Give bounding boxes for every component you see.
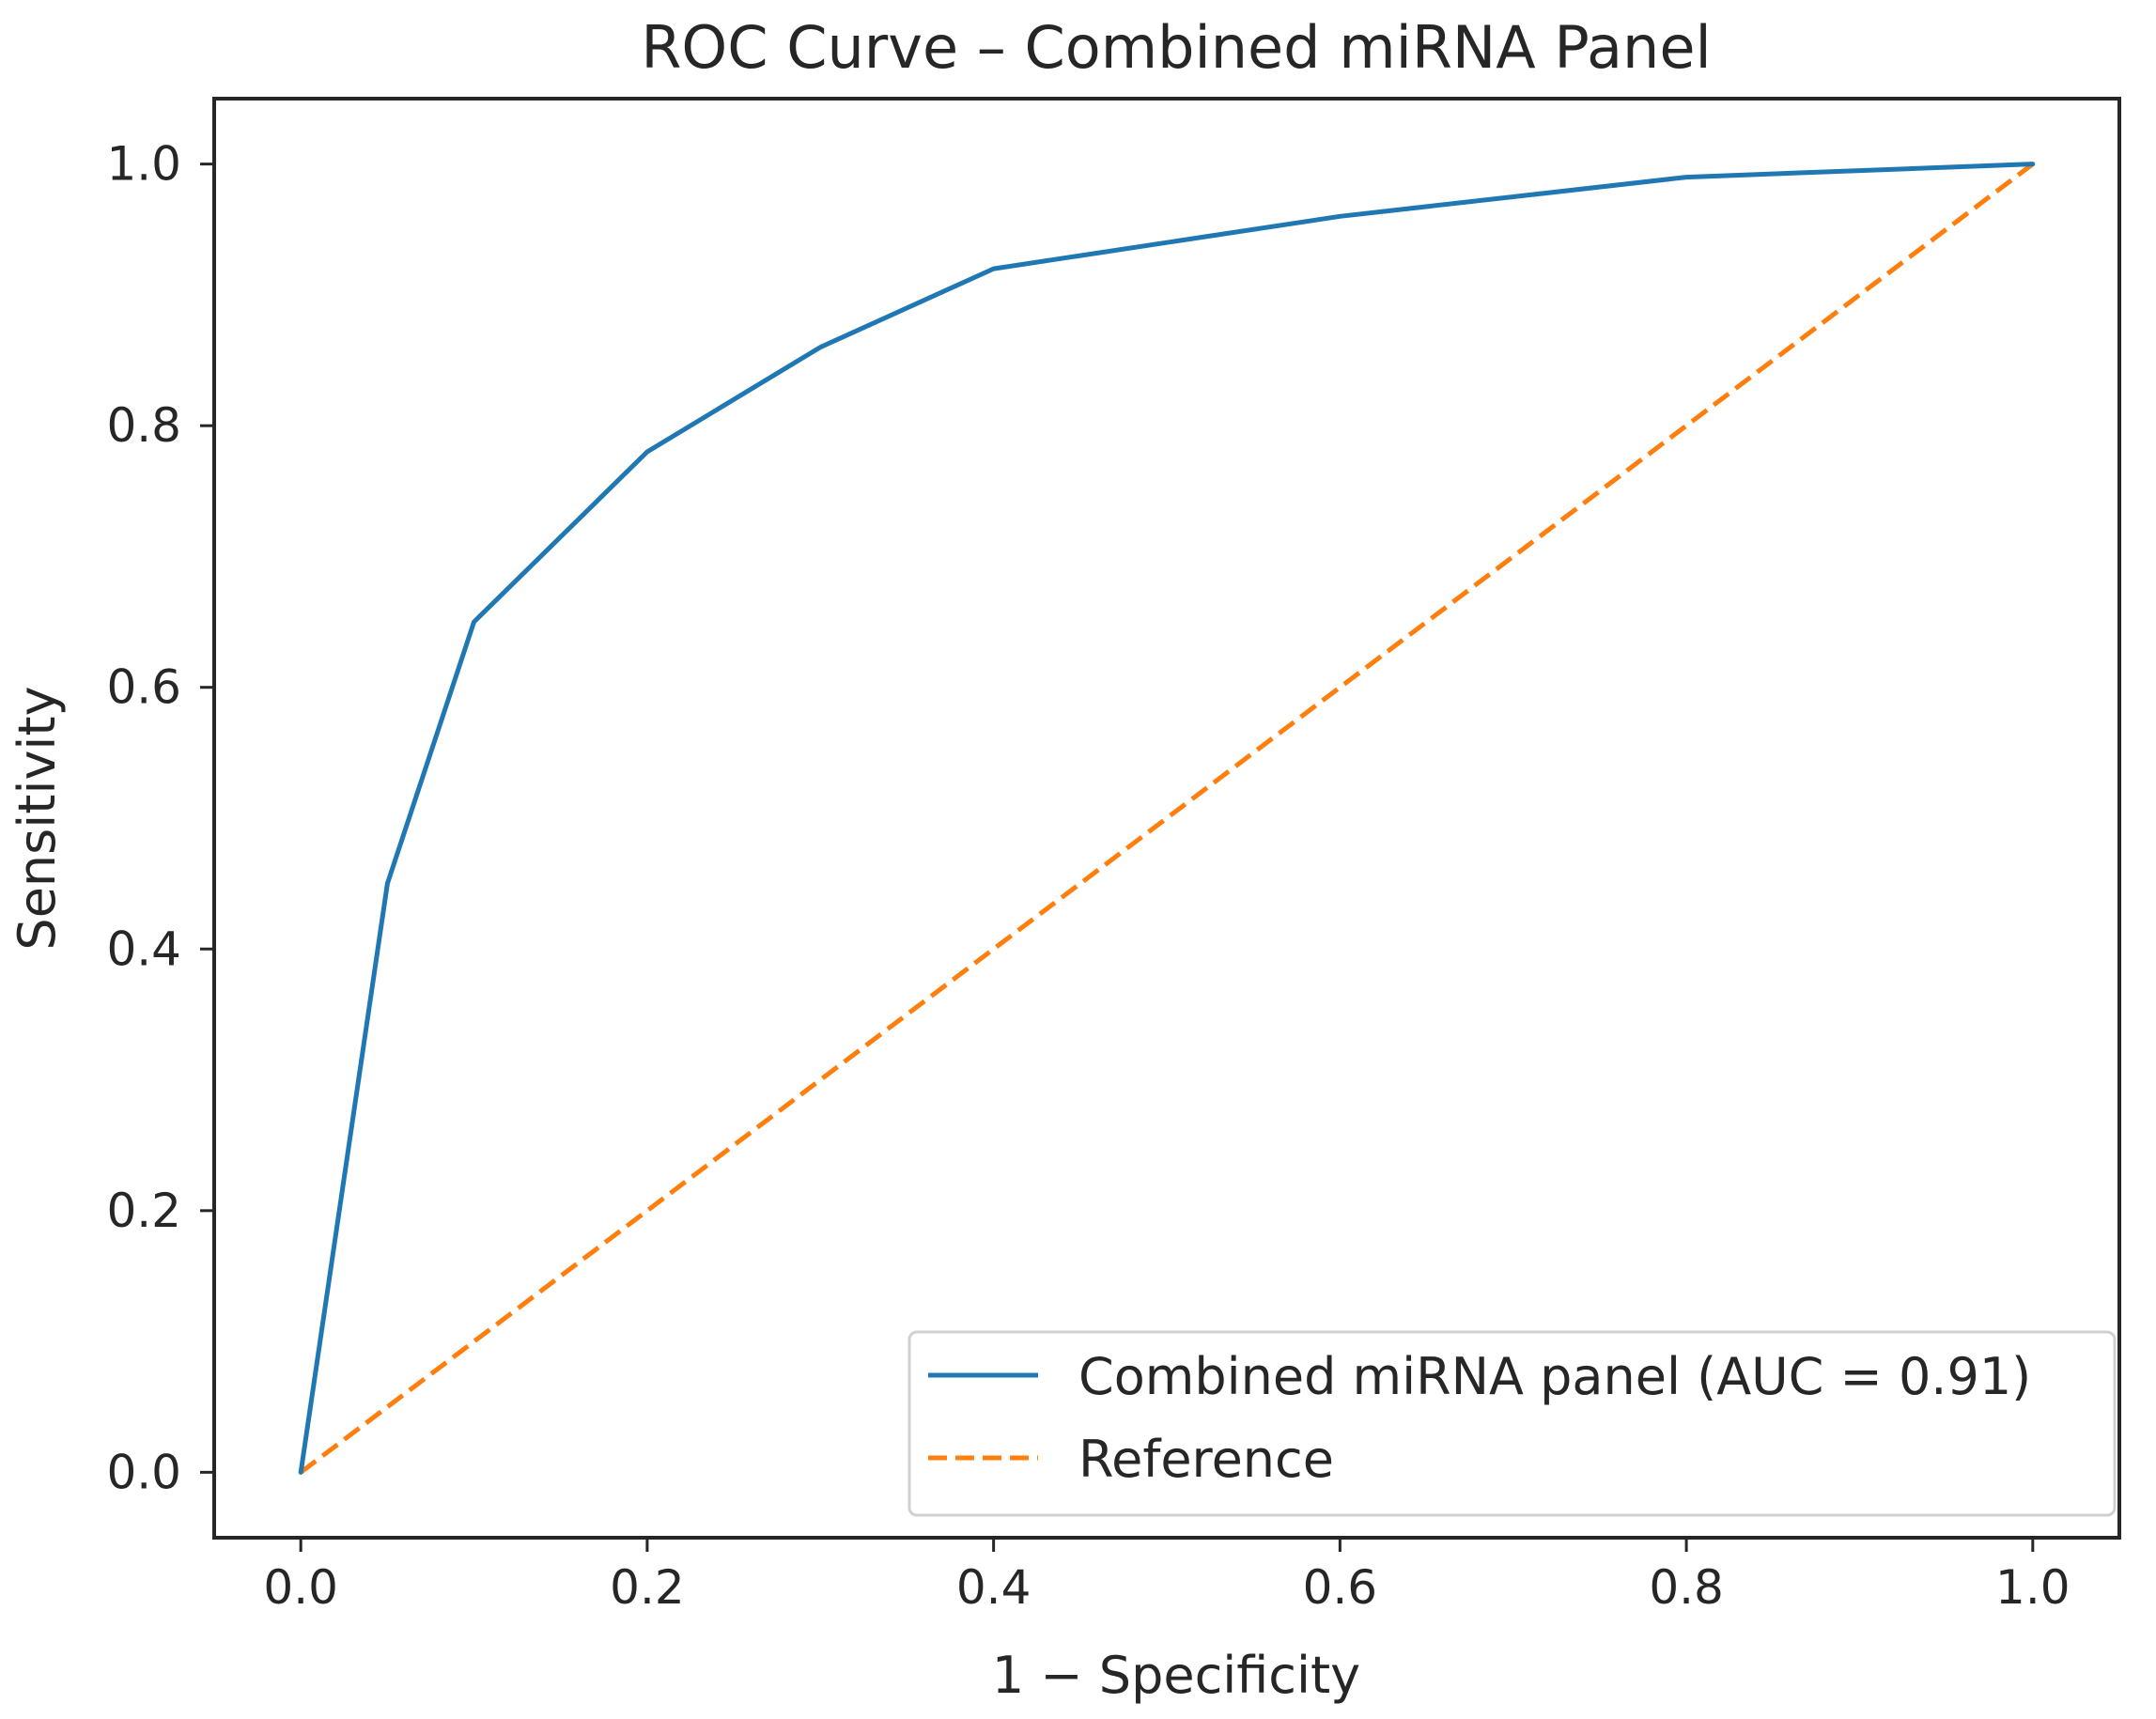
y-tick-label: 1.0 xyxy=(106,137,181,192)
legend: Combined miRNA panel (AUC = 0.91) Refere… xyxy=(907,1330,2117,1517)
x-tick-label: 0.0 xyxy=(263,1560,338,1615)
series-line-combined-panel xyxy=(298,162,2036,1475)
legend-label-reference: Reference xyxy=(1078,1430,1334,1489)
series-layer xyxy=(298,162,2036,1475)
x-axis-label: 1 − Specificity xyxy=(992,1646,1360,1705)
legend-box xyxy=(907,1330,2117,1517)
series-line-reference xyxy=(299,162,2035,1475)
chart-title: ROC Curve – Combined miRNA Panel xyxy=(641,13,1711,82)
x-tick-label: 0.8 xyxy=(1649,1560,1724,1615)
x-axis-ticks: 0.0 0.2 0.4 0.6 0.8 1.0 xyxy=(263,1538,2071,1615)
x-tick-label: 0.6 xyxy=(1303,1560,1378,1615)
plot-frame xyxy=(212,97,2121,1540)
x-tick-label: 0.2 xyxy=(610,1560,685,1615)
y-axis-label: Sensitivity xyxy=(8,686,67,950)
x-tick-label: 0.4 xyxy=(956,1560,1031,1615)
y-tick-label: 0.6 xyxy=(106,660,181,715)
y-axis-ticks: 0.0 0.2 0.4 0.6 0.8 1.0 xyxy=(106,137,214,1499)
x-tick-label: 1.0 xyxy=(1995,1560,2071,1615)
legend-label-combined-panel: Combined miRNA panel (AUC = 0.91) xyxy=(1078,1347,2031,1406)
y-tick-label: 0.0 xyxy=(106,1445,181,1499)
y-tick-label: 0.8 xyxy=(106,398,181,453)
y-tick-label: 0.4 xyxy=(106,921,181,976)
y-tick-label: 0.2 xyxy=(106,1184,181,1238)
